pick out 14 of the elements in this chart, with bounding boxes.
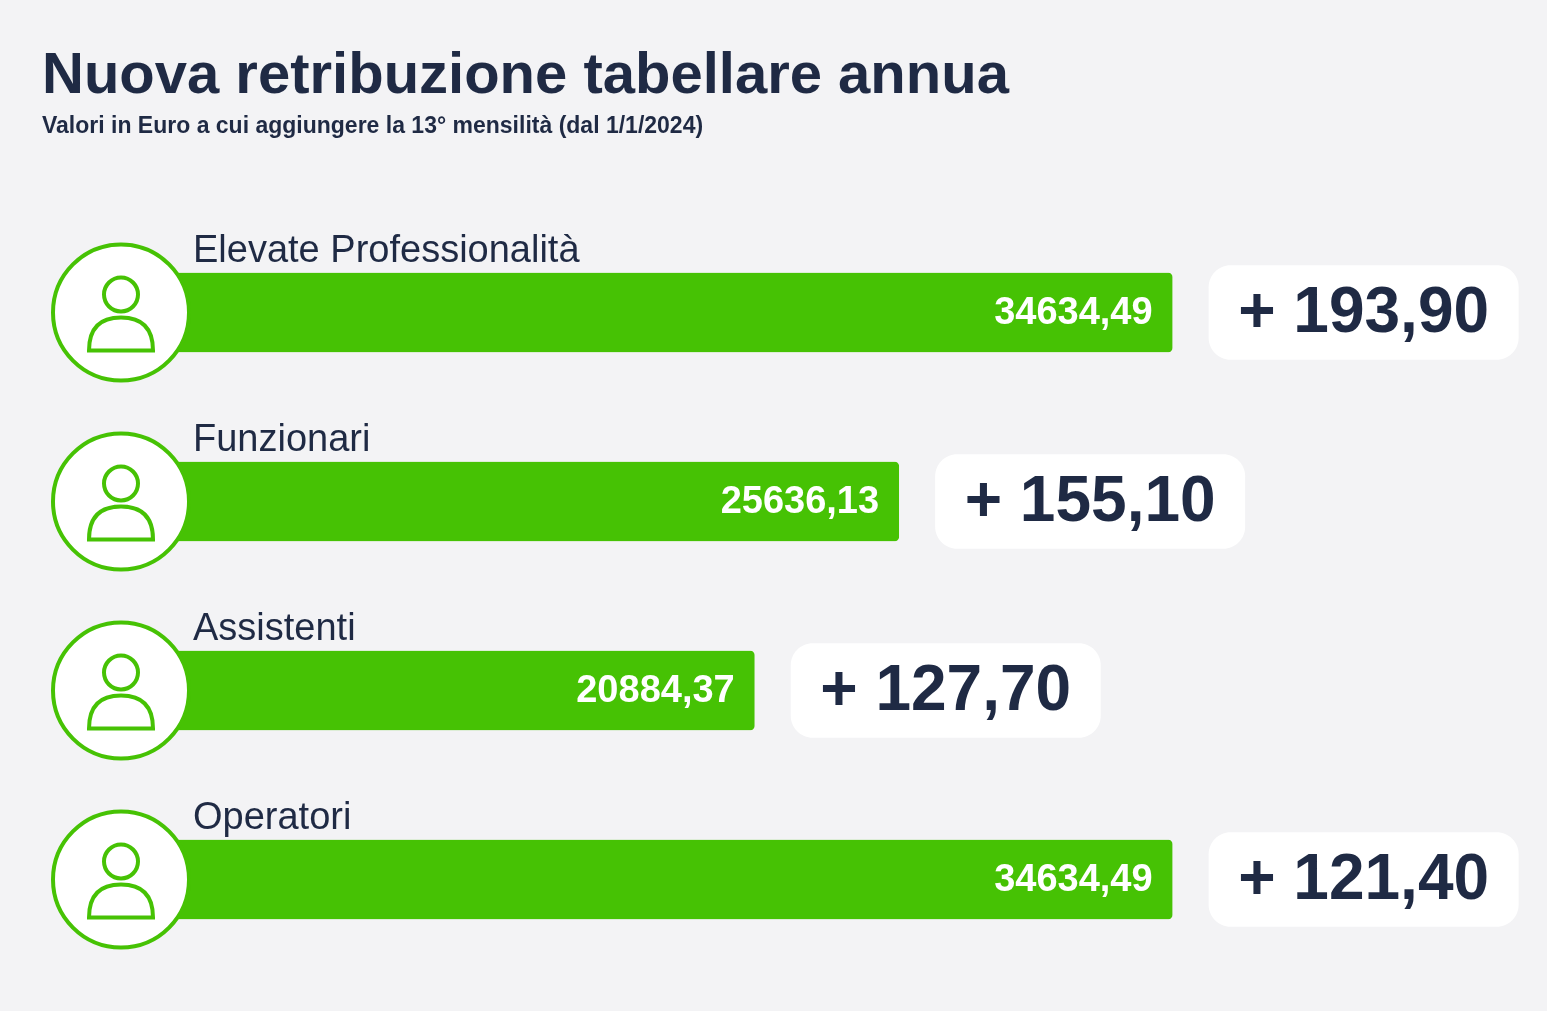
data-label: 25636,13	[720, 478, 880, 521]
data-label: 20884,37	[576, 667, 735, 710]
y-tick-label: Elevate Professionalità	[193, 227, 581, 270]
text: + 121,40	[1238, 840, 1490, 913]
y-tick-label: Assistenti	[193, 605, 356, 648]
chart-subtitle: Valori in Euro a cui aggiungere la 13° mensilità (dal 1/1/2024)	[42, 112, 705, 139]
annotation: + 127,70	[820, 651, 1072, 724]
data-label: 34634,49	[994, 856, 1153, 899]
chart-title: Nuova retribuzione tabellare annua	[42, 40, 1009, 106]
text: + 193,90	[1238, 273, 1490, 346]
y-tick-label: Operatori	[193, 794, 352, 837]
y-tick-label: Funzionari	[193, 416, 371, 459]
data-label: 34634,49	[994, 289, 1153, 332]
annotation: + 155,10	[964, 462, 1216, 535]
